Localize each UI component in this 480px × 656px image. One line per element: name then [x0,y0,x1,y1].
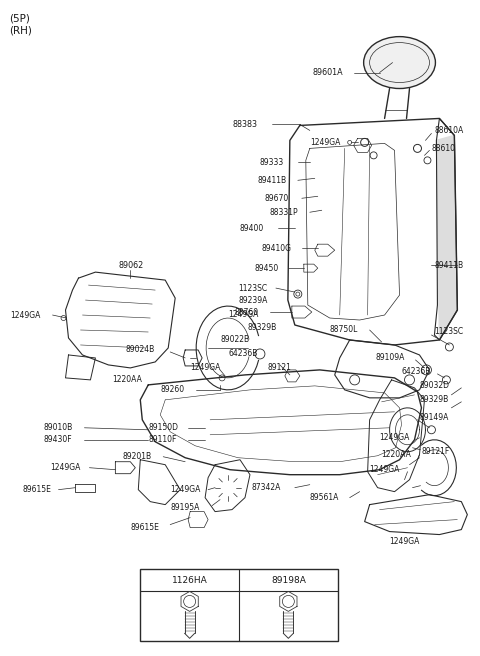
Text: 89109A: 89109A [376,354,405,362]
Text: 1249GA: 1249GA [380,433,410,442]
Text: 89121: 89121 [268,363,292,373]
Text: 1249GA: 1249GA [11,310,41,319]
Text: 1249GA: 1249GA [50,463,81,472]
Text: 1123SC: 1123SC [238,283,267,293]
Text: 89615E: 89615E [130,523,159,532]
Bar [140,569,338,642]
Text: 1126HA: 1126HA [172,576,207,585]
Text: (5P): (5P) [9,14,30,24]
Text: 89410G: 89410G [262,243,292,253]
Text: 89615E: 89615E [23,485,51,494]
Text: 89411B: 89411B [434,260,464,270]
Text: 1249GA: 1249GA [310,138,340,147]
Text: 1249GA: 1249GA [190,363,220,373]
Text: 89201B: 89201B [122,452,152,461]
Text: 88331P: 88331P [270,208,299,216]
Text: 89601A: 89601A [313,68,343,77]
Text: 1220AA: 1220AA [382,450,411,459]
Text: 1249GA: 1249GA [228,310,258,319]
Text: 1123SC: 1123SC [434,327,464,337]
Text: 1249GA: 1249GA [370,465,400,474]
Text: 89110F: 89110F [148,436,177,444]
Text: 88610A: 88610A [434,126,464,135]
Text: 89024B: 89024B [125,346,155,354]
Text: 88760: 88760 [234,308,258,317]
Text: 89329B: 89329B [248,323,277,333]
Text: 89430F: 89430F [44,436,72,444]
Text: 1249GA: 1249GA [170,485,201,494]
Text: 89032D: 89032D [420,381,449,390]
Text: 89010B: 89010B [44,423,73,432]
Text: 88383: 88383 [232,120,257,129]
Text: 89260: 89260 [160,385,184,394]
Text: 1220AA: 1220AA [112,375,142,384]
Text: 89561A: 89561A [310,493,339,502]
Text: 89450: 89450 [255,264,279,273]
Text: 89670: 89670 [265,194,289,203]
Text: 89333: 89333 [260,158,284,167]
Text: 64236B: 64236B [228,350,257,358]
Text: 89150D: 89150D [148,423,178,432]
Polygon shape [436,135,457,340]
Text: 87342A: 87342A [252,483,281,492]
Text: 1249GA: 1249GA [390,537,420,546]
Text: 89239A: 89239A [238,296,267,304]
Text: 89411B: 89411B [258,176,287,185]
Text: 88750L: 88750L [330,325,358,335]
Text: 88610: 88610 [432,144,456,153]
Text: 89121F: 89121F [421,447,450,456]
Text: 89022B: 89022B [220,335,249,344]
Text: 64236B: 64236B [402,367,431,377]
Text: (RH): (RH) [9,26,32,35]
Text: 89195A: 89195A [170,503,200,512]
Text: 89400: 89400 [240,224,264,233]
Text: 89198A: 89198A [271,576,306,585]
Text: 89329B: 89329B [420,396,449,404]
Text: 89062: 89062 [119,260,144,270]
Ellipse shape [364,37,435,89]
Text: 89149A: 89149A [420,413,449,422]
